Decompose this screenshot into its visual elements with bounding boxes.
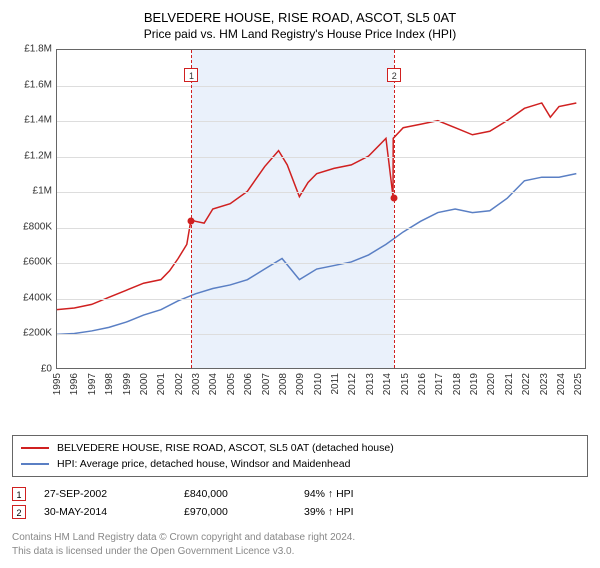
gridline [57, 334, 585, 335]
gridline [57, 86, 585, 87]
footer-line-2: This data is licensed under the Open Gov… [12, 545, 588, 559]
gridline [57, 157, 585, 158]
x-tick-label: 2000 [139, 373, 150, 395]
x-tick-label: 2022 [521, 373, 532, 395]
gridline [57, 192, 585, 193]
sale-row: 1 27-SEP-2002£840,00094% ↑ HPI [12, 485, 588, 503]
x-tick-label: 2009 [295, 373, 306, 395]
x-tick-label: 2003 [191, 373, 202, 395]
y-tick-label: £200K [23, 328, 52, 339]
x-tick-label: 2019 [469, 373, 480, 395]
sale-pct: 39% ↑ HPI [304, 506, 424, 518]
x-tick-label: 2023 [539, 373, 550, 395]
sale-vline [191, 50, 192, 368]
line-layer [57, 50, 585, 368]
x-tick-label: 2001 [156, 373, 167, 395]
sale-marker: 1 [184, 68, 198, 82]
sale-pct: 94% ↑ HPI [304, 488, 424, 500]
chart-title: BELVEDERE HOUSE, RISE ROAD, ASCOT, SL5 0… [12, 10, 588, 25]
y-tick-label: £400K [23, 292, 52, 303]
legend-item: BELVEDERE HOUSE, RISE ROAD, ASCOT, SL5 0… [21, 440, 579, 456]
chart-area: £0 £200K £400K £600K £800K £1M £1.2M £1.4M £1.6M… [12, 49, 588, 399]
series-line-hpi [57, 174, 576, 335]
x-tick-label: 2002 [174, 373, 185, 395]
x-tick-label: 1999 [122, 373, 133, 395]
x-tick-label: 1997 [87, 373, 98, 395]
x-tick-label: 2008 [278, 373, 289, 395]
x-tick-label: 2012 [347, 373, 358, 395]
sale-date: 27-SEP-2002 [44, 488, 184, 500]
x-tick-label: 2024 [556, 373, 567, 395]
x-tick-label: 2016 [417, 373, 428, 395]
gridline [57, 263, 585, 264]
sale-price: £970,000 [184, 506, 304, 518]
gridline [57, 121, 585, 122]
sale-dot [391, 194, 398, 201]
y-tick-label: £1.2M [24, 150, 52, 161]
sale-price: £840,000 [184, 488, 304, 500]
legend-box: BELVEDERE HOUSE, RISE ROAD, ASCOT, SL5 0… [12, 435, 588, 477]
legend-label: BELVEDERE HOUSE, RISE ROAD, ASCOT, SL5 0… [57, 442, 394, 454]
x-tick-label: 2021 [504, 373, 515, 395]
y-tick-label: £1.4M [24, 115, 52, 126]
gridline [57, 228, 585, 229]
footer-attribution: Contains HM Land Registry data © Crown c… [12, 531, 588, 558]
y-axis-labels: £0£200K£400K£600K£800K£1M£1.2M£1.4M£1.6M… [12, 49, 56, 369]
legend-swatch [21, 463, 49, 465]
x-tick-label: 1998 [104, 373, 115, 395]
sale-num-box: 1 [12, 487, 26, 501]
x-tick-label: 2010 [313, 373, 324, 395]
x-tick-label: 2005 [226, 373, 237, 395]
sale-date: 30-MAY-2014 [44, 506, 184, 518]
footer-line-1: Contains HM Land Registry data © Crown c… [12, 531, 588, 545]
x-tick-label: 1996 [69, 373, 80, 395]
y-tick-label: £800K [23, 221, 52, 232]
sale-num-box: 2 [12, 505, 26, 519]
x-axis-labels: 1995199619971998199920002001200220032004… [56, 369, 586, 399]
x-tick-label: 1995 [52, 373, 63, 395]
x-tick-label: 2020 [486, 373, 497, 395]
x-tick-label: 2011 [330, 373, 341, 395]
x-tick-label: 2015 [400, 373, 411, 395]
x-tick-label: 2004 [208, 373, 219, 395]
plot-region: 12 [56, 49, 586, 369]
y-tick-label: £1.8M [24, 44, 52, 55]
x-tick-label: 2013 [365, 373, 376, 395]
x-tick-label: 2018 [452, 373, 463, 395]
x-tick-label: 2017 [434, 373, 445, 395]
y-tick-label: £600K [23, 257, 52, 268]
legend-item: HPI: Average price, detached house, Wind… [21, 456, 579, 472]
sale-row: 2 30-MAY-2014£970,00039% ↑ HPI [12, 503, 588, 521]
y-tick-label: £1M [33, 186, 52, 197]
y-tick-label: £0 [41, 364, 52, 375]
gridline [57, 299, 585, 300]
y-tick-label: £1.6M [24, 79, 52, 90]
chart-subtitle: Price paid vs. HM Land Registry's House … [12, 27, 588, 41]
x-tick-label: 2006 [243, 373, 254, 395]
x-tick-label: 2014 [382, 373, 393, 395]
sale-marker: 2 [387, 68, 401, 82]
sale-vline [394, 50, 395, 368]
x-tick-label: 2025 [573, 373, 584, 395]
series-line-price_paid [57, 103, 576, 310]
legend-label: HPI: Average price, detached house, Wind… [57, 458, 350, 470]
x-tick-label: 2007 [261, 373, 272, 395]
legend-swatch [21, 447, 49, 449]
sale-dot [188, 217, 195, 224]
sales-table: 1 27-SEP-2002£840,00094% ↑ HPI 2 30-MAY-201… [12, 485, 588, 521]
